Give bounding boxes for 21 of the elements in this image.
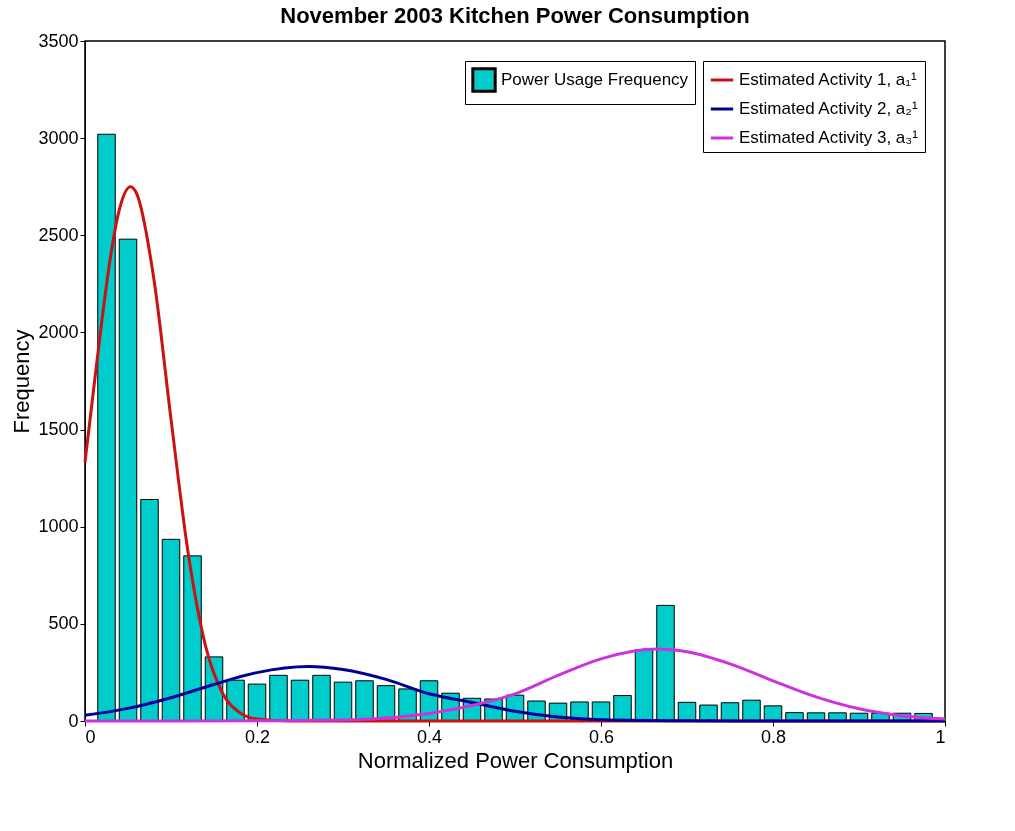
- y-tick-label: 2000: [38, 321, 79, 342]
- y-tick-label: 2500: [38, 224, 79, 245]
- y-tick-label: 1500: [38, 419, 79, 440]
- x-axis-title: Normalized Power Consumption: [357, 747, 674, 773]
- y-tick-label: 500: [48, 613, 79, 634]
- x-tick-label: 1: [935, 726, 946, 747]
- x-tick-label: 0.8: [760, 726, 787, 747]
- x-tick-label: 0.4: [416, 726, 443, 747]
- x-tick-label: 0: [85, 726, 96, 747]
- x-tick-label: 0.2: [244, 726, 271, 747]
- chart-title: November 2003 Kitchen Power Consumption: [280, 3, 750, 28]
- y-axis-title: Frequency: [9, 329, 35, 434]
- y-tick-label: 3000: [38, 127, 79, 148]
- legend-label: Estimated Activity 1, a₁¹: [739, 70, 918, 89]
- y-tick-label: 0: [68, 710, 79, 731]
- y-tick-label: 3500: [38, 30, 79, 51]
- legend-label: Estimated Activity 3, a₃¹: [739, 128, 919, 147]
- y-tick-label: 1000: [38, 516, 79, 537]
- x-tick-label: 0.6: [588, 726, 615, 747]
- legend-label: Estimated Activity 2, a₂¹: [739, 99, 918, 118]
- legend-label: Power Usage Frequency: [501, 70, 689, 89]
